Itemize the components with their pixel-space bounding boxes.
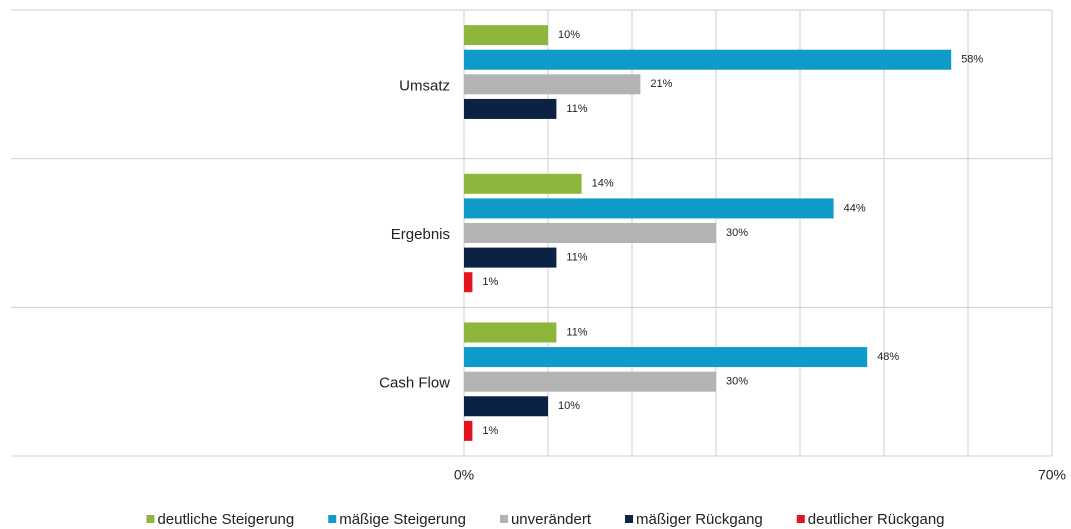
legend-swatch [625, 515, 634, 523]
bar [464, 173, 582, 194]
legend-label: mäßige Steigerung [339, 511, 466, 528]
data-label: 1% [482, 276, 498, 288]
x-tick-label: 70% [1038, 467, 1066, 483]
bar [464, 272, 473, 293]
data-label: 30% [726, 376, 748, 388]
data-label: 30% [726, 227, 748, 239]
data-label: 44% [844, 202, 866, 214]
bar [464, 420, 473, 441]
y-tick-label: Ergebnis [391, 226, 450, 243]
data-label: 11% [566, 326, 587, 338]
data-label: 11% [566, 103, 587, 115]
data-label: 11% [566, 252, 587, 264]
bar [464, 74, 641, 95]
bar [464, 371, 716, 392]
legend-label: unverändert [511, 511, 592, 528]
legend-swatch [146, 515, 155, 523]
legend-swatch [499, 515, 508, 523]
bar [464, 322, 557, 343]
data-label: 1% [482, 425, 498, 437]
bar [464, 49, 952, 70]
data-label: 48% [877, 351, 899, 363]
bar [464, 98, 557, 119]
legend-swatch [328, 515, 337, 523]
bar [464, 396, 548, 417]
data-label: 58% [961, 54, 983, 66]
data-label: 14% [592, 178, 614, 190]
data-label: 21% [650, 78, 672, 90]
legend-label: mäßiger Rückgang [636, 511, 763, 528]
bar [464, 223, 716, 243]
bar [464, 247, 557, 268]
data-label: 10% [558, 29, 580, 41]
legend-label: deutliche Steigerung [157, 511, 294, 528]
legend-swatch [796, 515, 805, 523]
bar [464, 347, 868, 368]
bar [464, 25, 548, 46]
y-tick-label: Umsatz [399, 77, 450, 94]
x-tick-label: 0% [454, 467, 474, 483]
legend-label: deutlicher Rückgang [808, 511, 945, 528]
data-label: 10% [558, 400, 580, 412]
bar [464, 198, 834, 219]
y-tick-label: Cash Flow [379, 375, 450, 392]
